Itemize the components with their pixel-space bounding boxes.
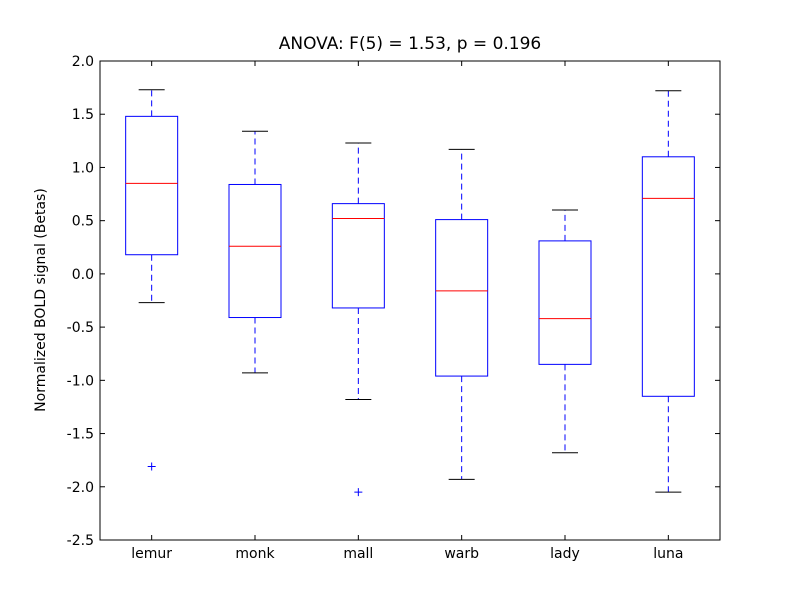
y-tick-label: 0.5 [72,214,94,230]
box [641,156,695,397]
box [331,203,385,309]
box [228,183,282,319]
box-mall [331,142,385,497]
y-tick-label: 1.5 [72,107,94,123]
x-tick-label: warb [444,546,479,562]
box-luna [641,90,695,493]
box-lemur [125,89,179,471]
y-tick-label: -2.5 [67,533,94,549]
box-monk [228,130,282,374]
box-lady [538,209,592,454]
box [538,240,592,365]
outlier-marker [354,488,363,497]
y-tick-label: -1.0 [67,373,94,389]
y-tick-label: -2.0 [67,480,94,496]
y-tick-label: 1.0 [72,160,94,176]
plot-frame [99,60,721,541]
x-tick-label: lemur [131,546,172,562]
y-axis-label: Normalized BOLD signal (Betas) [33,188,49,412]
x-tick-label: lady [550,546,580,562]
y-tick-label: -1.5 [67,427,94,443]
y-tick-label: 2.0 [72,54,94,70]
x-tick-label: mall [343,546,373,562]
y-tick-label: -0.5 [67,320,94,336]
box-warb [435,148,489,480]
outlier-marker [147,462,156,471]
box [435,219,489,377]
y-tick-label: 0.0 [72,267,94,283]
box [125,115,179,256]
x-tick-label: monk [235,546,275,562]
x-tick-label: luna [653,546,683,562]
chart-title: ANOVA: F(5) = 1.53, p = 0.196 [279,34,542,54]
